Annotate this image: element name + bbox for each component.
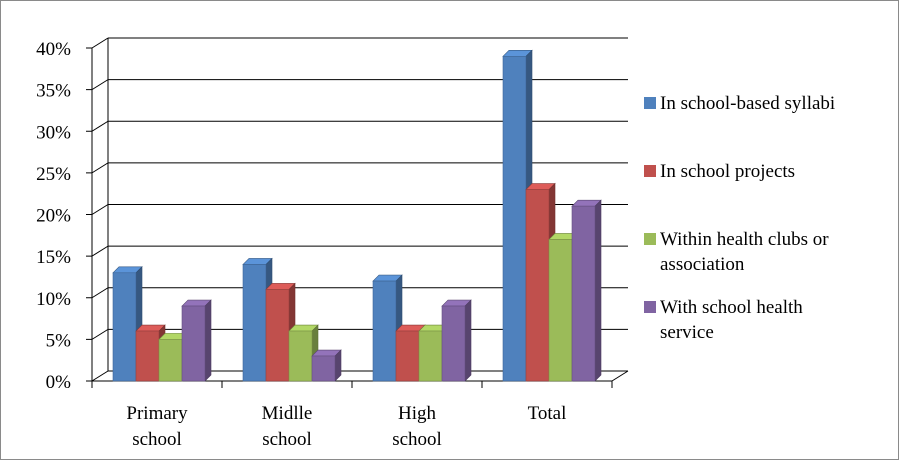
bar-front	[242, 264, 267, 382]
gridline-diagonal	[91, 328, 109, 340]
gridline-diagonal	[91, 287, 109, 299]
y-tick-label: 30%	[36, 122, 71, 143]
x-axis-categories: Primary school Midlle school High school Total	[126, 403, 566, 450]
bar-side	[594, 199, 602, 382]
bar-front	[571, 205, 596, 382]
y-tick-label: 20%	[36, 206, 71, 227]
legend-swatch	[644, 97, 656, 109]
bar-front	[372, 280, 397, 382]
bar-front	[288, 330, 313, 382]
bar	[311, 349, 342, 382]
gridline-diagonal	[91, 162, 109, 174]
bar-front	[418, 330, 443, 382]
y-tick-label: 10%	[36, 289, 71, 310]
legend-label: Within health clubs or	[660, 229, 829, 250]
floor-left-edge	[91, 370, 109, 382]
y-tick-label: 15%	[36, 247, 71, 268]
legend-swatch	[644, 301, 656, 313]
bar-side	[464, 299, 472, 382]
y-tick-label: 25%	[36, 164, 71, 185]
bar-front	[525, 189, 550, 382]
bar-front	[181, 305, 206, 382]
y-tick-label: 40%	[36, 39, 71, 60]
legend: In school-based syllabi In school project…	[644, 93, 835, 343]
legend-label: In school projects	[660, 161, 795, 182]
bar-front	[158, 339, 183, 382]
legend-entry: In school-based syllabi	[644, 93, 835, 114]
y-tick-label: 35%	[36, 81, 71, 102]
bar-side	[204, 299, 212, 382]
legend-label: In school-based syllabi	[660, 93, 835, 114]
gridline-diagonal	[91, 245, 109, 257]
gridline-diagonal	[91, 79, 109, 91]
bar-front	[265, 289, 290, 382]
gridline-diagonal	[91, 120, 109, 132]
x-category-label: school	[132, 429, 182, 450]
x-category-label: Total	[528, 403, 567, 424]
legend-entry: Within health clubs or association	[644, 229, 829, 275]
legend-label: association	[660, 254, 745, 275]
x-category-label: High	[398, 403, 437, 424]
bar-front	[548, 239, 573, 382]
gridline-diagonal	[91, 37, 109, 49]
legend-label: With school health	[660, 297, 803, 318]
bar	[571, 199, 602, 382]
bar-front	[502, 56, 527, 382]
legend-swatch	[644, 165, 656, 177]
gridline-diagonal	[91, 204, 109, 215]
y-tick-label: 0%	[46, 372, 72, 393]
bar	[441, 299, 472, 382]
x-category-label: Midlle	[262, 403, 313, 424]
bar-front	[112, 272, 137, 382]
x-category-label: school	[262, 429, 312, 450]
y-tick-label: 5%	[46, 330, 72, 351]
legend-entry: In school projects	[644, 161, 795, 182]
y-axis-ticks: 0% 5% 10% 15% 20% 25% 30% 35% 40%	[36, 39, 92, 393]
bar-front	[135, 330, 160, 382]
bar-front	[395, 330, 420, 382]
bar	[181, 299, 212, 382]
bars	[112, 49, 602, 382]
x-category-label: Primary	[126, 403, 188, 424]
legend-label: service	[660, 322, 714, 343]
floor-right-edge	[611, 370, 629, 382]
legend-entry: With school health service	[644, 297, 803, 343]
bar-front	[311, 355, 336, 382]
x-category-label: school	[392, 429, 442, 450]
bar-front	[441, 305, 466, 382]
legend-swatch	[644, 233, 656, 245]
